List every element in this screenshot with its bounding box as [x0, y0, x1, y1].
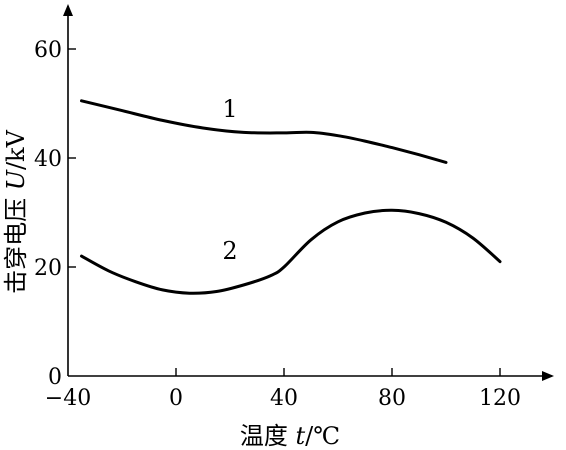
x-tick-label: 40 [270, 386, 298, 411]
x-axis-title-prefix: 温度 [240, 422, 296, 450]
y-axis-title-prefix: 击穿电压 [2, 190, 30, 294]
series-label-1: 1 [222, 95, 237, 123]
x-axis-ticks: −40 0 40 80 120 [45, 368, 521, 411]
x-tick-label: 80 [378, 386, 406, 411]
y-axis-title: 击穿电压 U/kV [2, 129, 30, 294]
y-tick-label: 0 [48, 365, 62, 390]
x-axis-title-variable: t [296, 422, 306, 450]
series-label-2: 2 [222, 237, 237, 265]
series-labels: 12 [222, 95, 237, 265]
x-axis-title-unit: /℃ [305, 422, 340, 450]
y-axis-title-variable: U [2, 169, 30, 190]
x-tick-label: −40 [45, 386, 91, 411]
series-group [80, 99, 502, 295]
series-line-2 [80, 208, 502, 295]
x-tick-label: 0 [169, 386, 183, 411]
series-line-1 [80, 99, 448, 164]
y-tick-label: 40 [34, 147, 62, 172]
y-tick-label: 20 [34, 256, 62, 281]
y-tick-label: 60 [34, 38, 62, 63]
y-axis-title-unit: /kV [2, 129, 30, 170]
x-tick-label: 120 [479, 386, 521, 411]
x-axis-title: 温度 t/℃ [240, 422, 340, 450]
y-axis-ticks: 0 20 40 60 [34, 38, 76, 390]
